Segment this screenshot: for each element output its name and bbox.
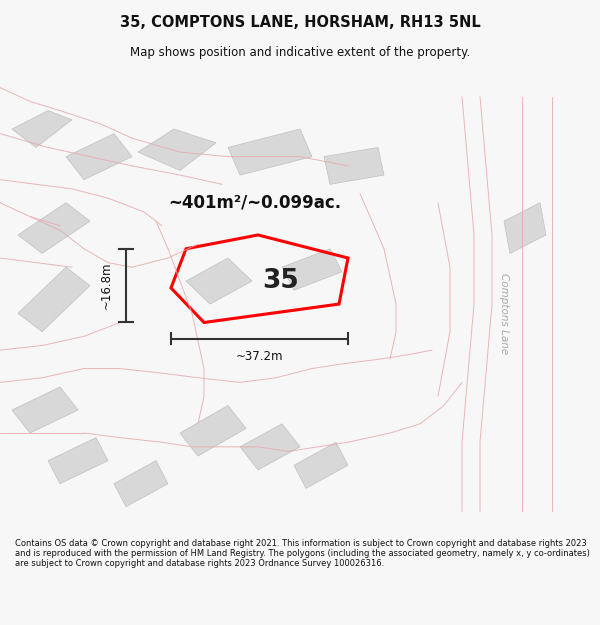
Polygon shape (66, 134, 132, 180)
Text: Contains OS data © Crown copyright and database right 2021. This information is : Contains OS data © Crown copyright and d… (15, 539, 590, 568)
Text: 35, COMPTONS LANE, HORSHAM, RH13 5NL: 35, COMPTONS LANE, HORSHAM, RH13 5NL (119, 15, 481, 30)
Polygon shape (324, 148, 384, 184)
Polygon shape (240, 424, 300, 470)
Polygon shape (504, 202, 546, 253)
Text: Comptons Lane: Comptons Lane (499, 272, 509, 354)
Polygon shape (228, 129, 312, 175)
Polygon shape (294, 442, 348, 488)
Polygon shape (18, 202, 90, 253)
Text: ~401m²/~0.099ac.: ~401m²/~0.099ac. (168, 194, 341, 212)
Polygon shape (282, 249, 342, 290)
Text: ~16.8m: ~16.8m (100, 262, 113, 309)
Polygon shape (48, 438, 108, 484)
Polygon shape (186, 258, 252, 304)
Polygon shape (12, 111, 72, 148)
Polygon shape (12, 387, 78, 433)
Text: ~37.2m: ~37.2m (236, 350, 283, 363)
Polygon shape (18, 268, 90, 332)
Polygon shape (114, 461, 168, 507)
Polygon shape (180, 406, 246, 456)
Text: 35: 35 (263, 268, 299, 294)
Polygon shape (138, 129, 216, 171)
Text: Map shows position and indicative extent of the property.: Map shows position and indicative extent… (130, 46, 470, 59)
